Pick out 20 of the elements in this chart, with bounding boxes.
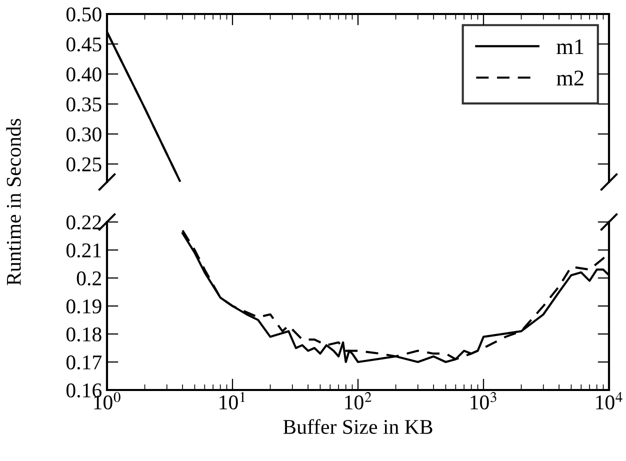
y-tick-label: 0.21	[66, 243, 101, 258]
x-axis-title: Buffer Size in KB	[283, 419, 432, 434]
y-tick-label: 0.19	[66, 299, 102, 314]
y-tick-label: 0.25	[66, 157, 102, 172]
y-tick-label: 0.22	[66, 215, 101, 230]
x-tick-label: 10$^{2}$	[345, 392, 372, 410]
x-tick-label: 10$^{1}$	[220, 392, 245, 410]
y-tick-label: 0.35	[66, 97, 102, 112]
x-tick-label: 10$^{3}$	[470, 392, 496, 410]
y-tick-label: 0.30	[66, 127, 102, 142]
y-tick-label: 0.18	[66, 327, 102, 342]
legend-label: m2	[556, 70, 584, 86]
y-tick-label: 0.50	[66, 7, 102, 22]
y-tick-label: 0.40	[66, 67, 102, 82]
y-tick-label: 0.17	[66, 355, 102, 370]
legend-label: m1	[556, 39, 584, 54]
y-axis-title: Runtime in Seconds	[6, 118, 21, 286]
x-tick-label: 10$^{4}$	[596, 392, 622, 410]
y-tick-label: 0.2	[76, 271, 101, 286]
y-tick-label: 0.45	[66, 37, 102, 52]
